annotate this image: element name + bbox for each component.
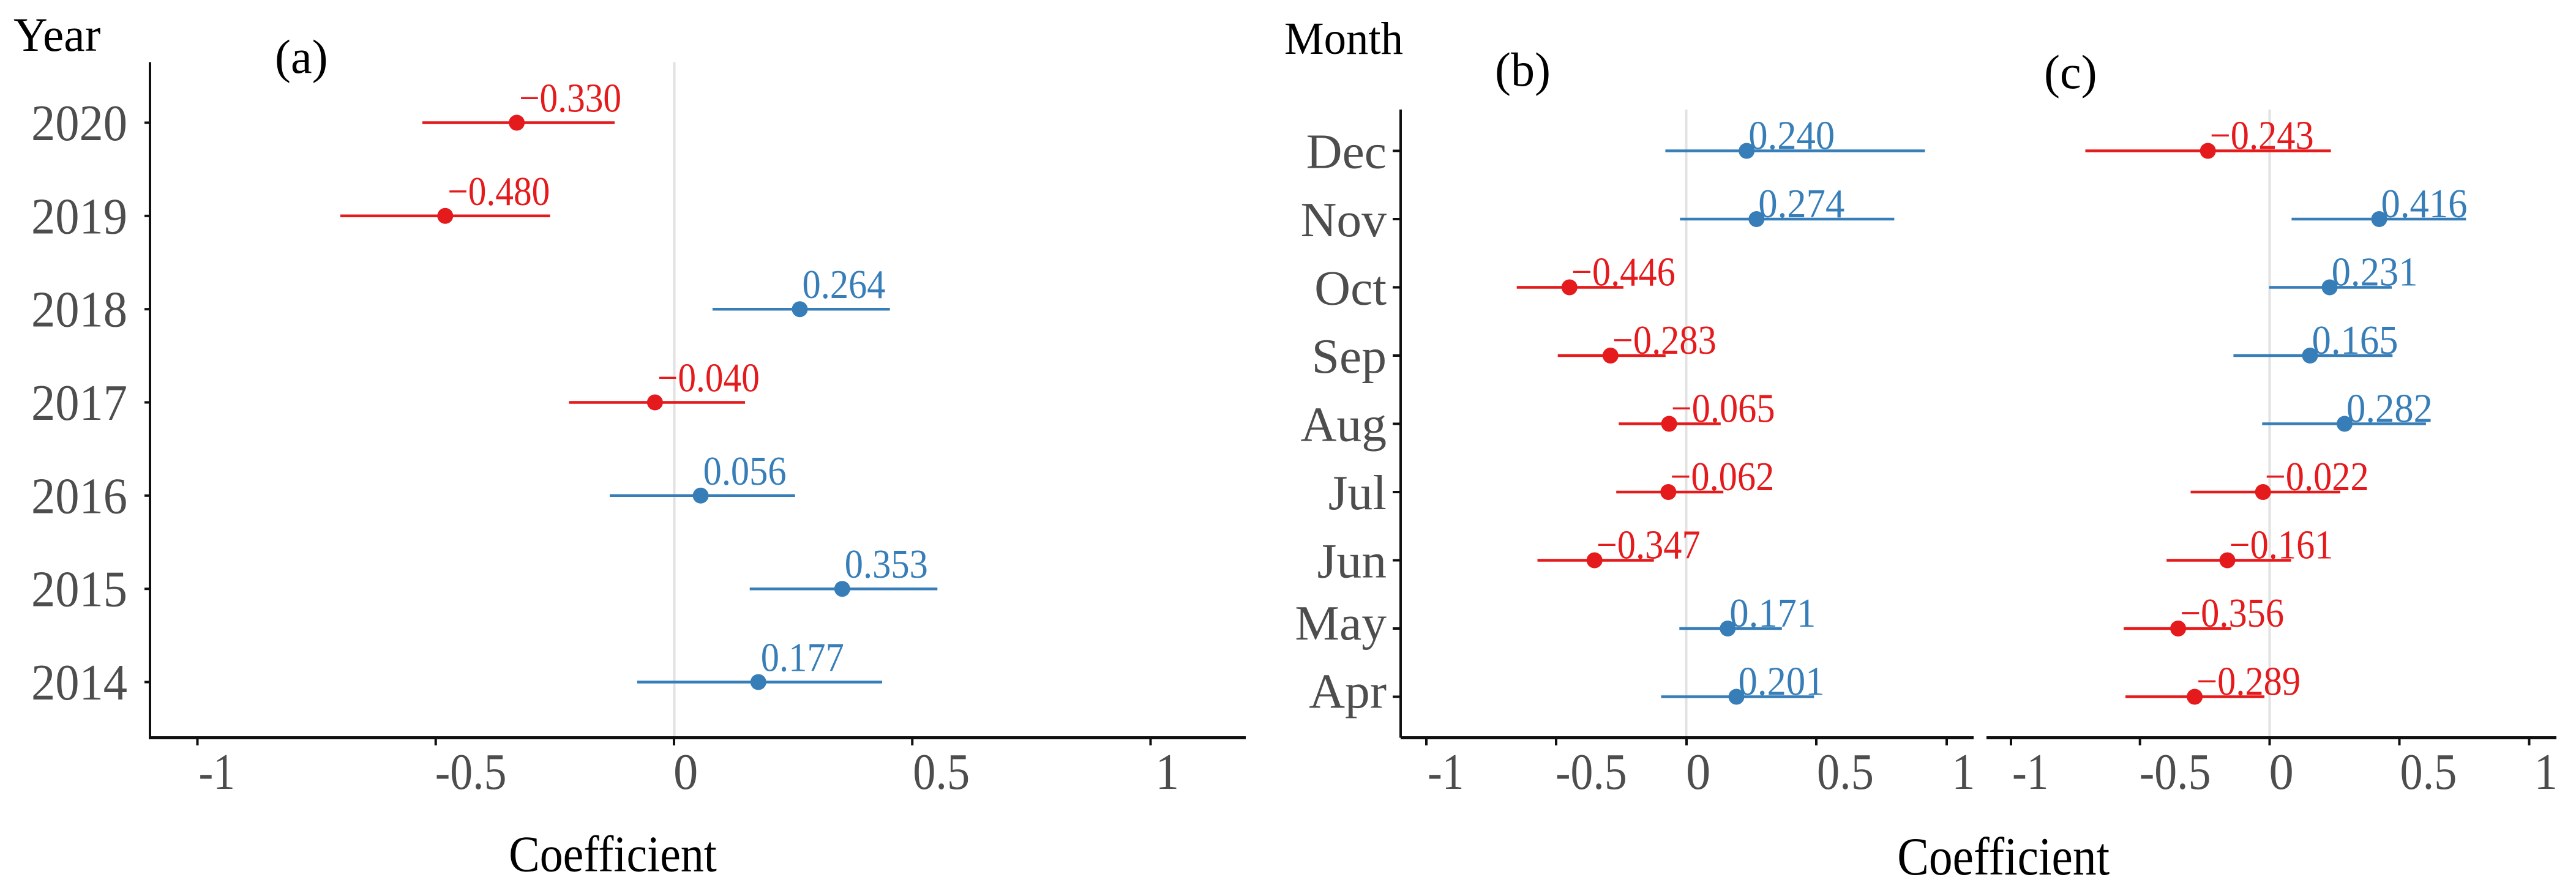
svg-text:0: 0 xyxy=(2269,744,2294,800)
svg-text:Aug: Aug xyxy=(1300,398,1387,452)
svg-text:Coefficient: Coefficient xyxy=(509,826,717,882)
svg-text:−0.446: −0.446 xyxy=(1571,250,1676,295)
svg-text:0.240: 0.240 xyxy=(1748,113,1835,159)
svg-text:−0.283: −0.283 xyxy=(1612,318,1717,363)
svg-text:-1: -1 xyxy=(199,744,235,800)
svg-text:0.171: 0.171 xyxy=(1729,591,1816,636)
svg-text:−0.289: −0.289 xyxy=(2196,659,2301,704)
svg-text:May: May xyxy=(1295,597,1387,651)
svg-text:2019: 2019 xyxy=(31,188,127,245)
svg-text:0.231: 0.231 xyxy=(2332,250,2418,295)
svg-text:Apr: Apr xyxy=(1309,665,1387,718)
svg-text:-0.5: -0.5 xyxy=(435,744,507,800)
svg-text:0.5: 0.5 xyxy=(913,744,970,800)
svg-text:Dec: Dec xyxy=(1306,125,1387,179)
svg-text:−0.347: −0.347 xyxy=(1597,523,1701,568)
svg-text:-0.5: -0.5 xyxy=(1556,744,1627,800)
svg-text:0.177: 0.177 xyxy=(761,635,844,681)
svg-text:−0.062: −0.062 xyxy=(1670,454,1774,499)
svg-text:0.201: 0.201 xyxy=(1739,659,1825,704)
svg-text:-0.5: -0.5 xyxy=(2140,744,2211,800)
svg-text:−0.065: −0.065 xyxy=(1671,386,1775,431)
svg-text:0.264: 0.264 xyxy=(803,262,886,307)
svg-text:0: 0 xyxy=(1686,744,1710,800)
svg-text:Jun: Jun xyxy=(1317,534,1387,588)
svg-text:(a): (a) xyxy=(275,30,328,83)
svg-text:0: 0 xyxy=(673,744,698,800)
svg-text:Nov: Nov xyxy=(1300,193,1387,247)
svg-text:(b): (b) xyxy=(1495,43,1551,96)
svg-text:Month: Month xyxy=(1284,13,1403,64)
svg-text:Coefficient: Coefficient xyxy=(1897,826,2110,886)
svg-text:0.416: 0.416 xyxy=(2381,181,2468,226)
svg-text:−0.330: −0.330 xyxy=(519,76,621,121)
svg-text:Jul: Jul xyxy=(1328,466,1387,520)
svg-text:0.165: 0.165 xyxy=(2312,318,2398,363)
svg-text:0.056: 0.056 xyxy=(703,449,787,494)
svg-text:−0.243: −0.243 xyxy=(2210,113,2314,159)
svg-text:Year: Year xyxy=(13,8,100,61)
svg-text:-1: -1 xyxy=(2012,744,2048,800)
svg-text:2017: 2017 xyxy=(31,375,127,431)
svg-text:2014: 2014 xyxy=(31,654,127,711)
svg-text:−0.022: −0.022 xyxy=(2265,454,2369,499)
svg-text:0.353: 0.353 xyxy=(845,542,928,587)
svg-text:0.274: 0.274 xyxy=(1758,181,1844,226)
svg-text:1: 1 xyxy=(1156,744,1180,800)
svg-text:Oct: Oct xyxy=(1314,261,1387,315)
svg-text:(c): (c) xyxy=(2044,45,2097,99)
svg-text:0.282: 0.282 xyxy=(2346,386,2433,431)
svg-text:−0.480: −0.480 xyxy=(447,169,550,214)
svg-text:1: 1 xyxy=(2534,744,2558,800)
svg-text:−0.040: −0.040 xyxy=(657,356,760,401)
svg-text:2018: 2018 xyxy=(31,281,127,338)
svg-text:Sep: Sep xyxy=(1312,330,1387,384)
svg-text:−0.161: −0.161 xyxy=(2230,523,2334,568)
svg-text:-1: -1 xyxy=(1428,744,1464,800)
svg-text:0.5: 0.5 xyxy=(1817,744,1874,800)
svg-text:0.5: 0.5 xyxy=(2400,744,2457,800)
svg-text:1: 1 xyxy=(1952,744,1975,800)
svg-text:2015: 2015 xyxy=(31,561,127,617)
svg-text:2016: 2016 xyxy=(31,468,127,524)
svg-text:−0.356: −0.356 xyxy=(2180,591,2284,636)
svg-text:2020: 2020 xyxy=(31,95,127,152)
